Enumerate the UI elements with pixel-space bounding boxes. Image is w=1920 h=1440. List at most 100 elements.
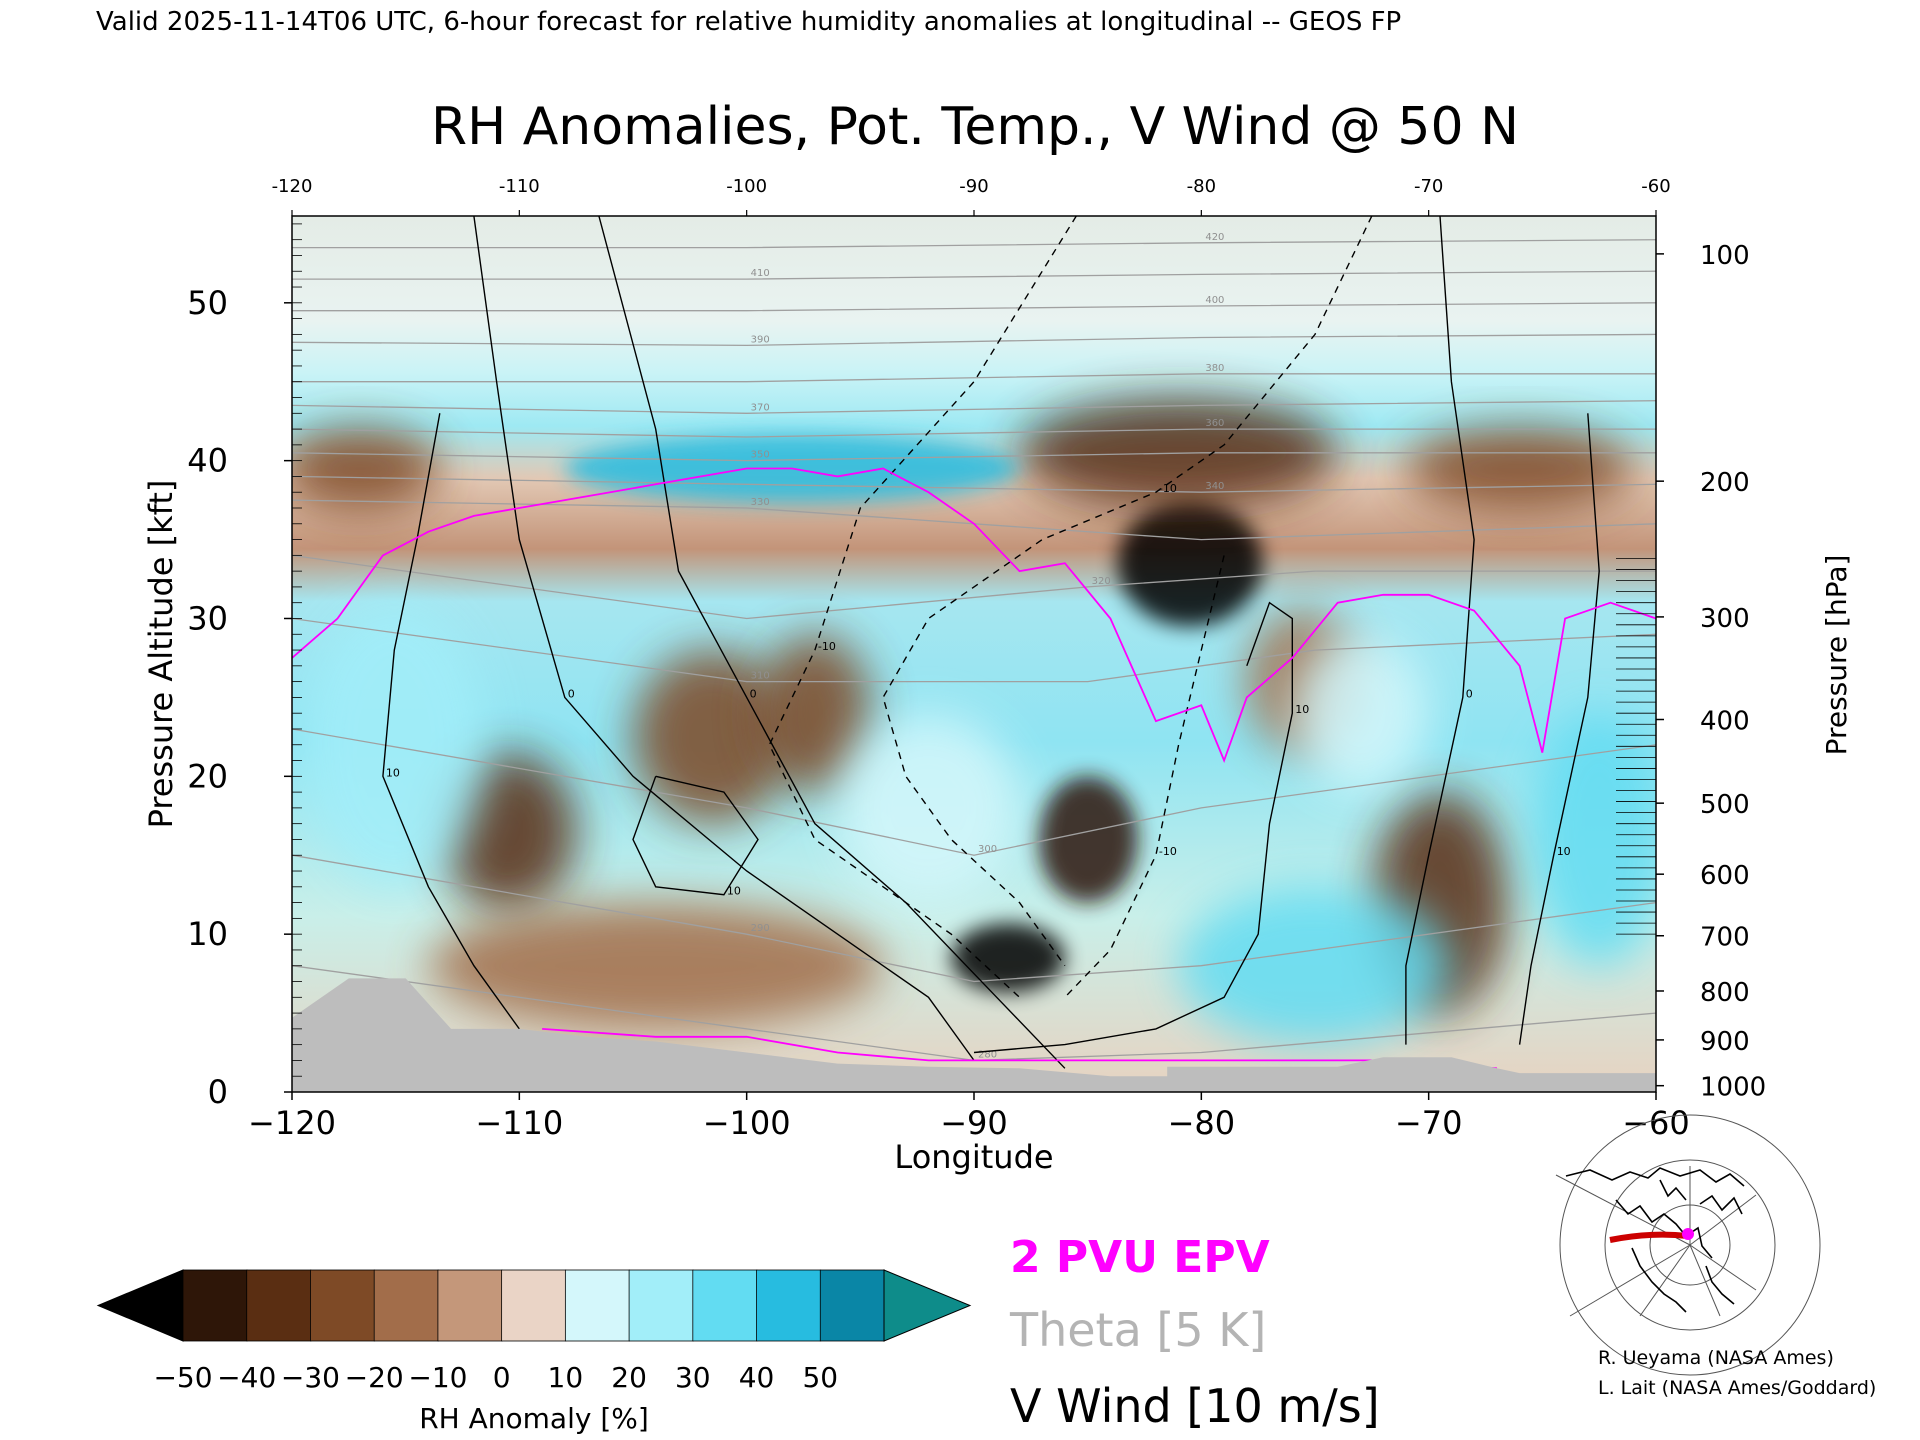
top-tick-label: -120 <box>272 176 313 197</box>
terrain-fill <box>292 978 1656 1092</box>
theta-contour-310 <box>292 617 1656 683</box>
top-tick-label: -80 <box>1187 176 1216 197</box>
theta-contour-340 <box>292 475 1656 493</box>
vwind-contour-label: 0 <box>568 687 575 700</box>
theta-contour-label: 330 <box>751 497 770 508</box>
theta-contour-390 <box>292 333 1656 347</box>
rh-anomaly-blob-13 <box>303 602 486 887</box>
valid-time-line: Valid 2025-11-14T06 UTC, 6-hour forecast… <box>96 7 1401 37</box>
theta-contour-410 <box>292 270 1656 280</box>
pressure-tick-label: 200 <box>1700 468 1750 498</box>
pressure-tick-label: 600 <box>1700 861 1750 891</box>
colorbar-tick-label: 50 <box>802 1361 838 1394</box>
theta-contour-label: 300 <box>978 844 997 855</box>
y-tick-label: 10 <box>187 915 228 953</box>
vwind-contour-2 <box>382 413 520 1030</box>
theta-contour-label: 420 <box>1205 232 1224 243</box>
theta-contour-320 <box>292 554 1656 620</box>
rh-anomaly-blob-0 <box>1117 500 1263 627</box>
legend-vwind: V Wind [10 m/s] <box>1010 1379 1380 1433</box>
y2-axis-label: Pressure [hPa] <box>1820 555 1853 756</box>
rh-anomaly-blob-3 <box>292 427 440 510</box>
pressure-tick-label: 900 <box>1700 1027 1750 1057</box>
pressure-tick-label: 100 <box>1700 241 1750 271</box>
top-tick-label: -90 <box>959 176 988 197</box>
vwind-contour-6 <box>973 601 1293 1054</box>
vwind-contour-9 <box>1064 555 1225 998</box>
vwind-contour-8 <box>882 216 1373 967</box>
y-tick-label: 50 <box>187 284 228 322</box>
theta-contours: 420 410 400 390 380 370 360 350 340 330 320 310 300 2… <box>292 232 1656 1062</box>
vwind-contours: 0 0 10 10 0 10 10 -10 -10 -10 <box>382 216 1600 1069</box>
vwind-contour-7 <box>768 216 1077 998</box>
inset-coastlines <box>1565 1167 1745 1313</box>
theta-contour-label: 360 <box>1205 418 1224 429</box>
rh-anomaly-blob-17 <box>1292 634 1429 793</box>
x-tick-label: −60 <box>1622 1104 1690 1142</box>
theta-contour-label: 400 <box>1205 295 1224 306</box>
inset-location-marker <box>1682 1228 1694 1240</box>
rh-anomaly-blob-15 <box>1530 713 1656 966</box>
theta-contour-label: 350 <box>751 450 770 461</box>
colorbar-tick-label: 0 <box>493 1361 511 1394</box>
rh-anomaly-blob-7 <box>428 902 884 1029</box>
theta-contour-label: 320 <box>1092 576 1111 587</box>
x-tick-label: −100 <box>703 1104 791 1142</box>
theta-contour-300 <box>292 728 1656 856</box>
theta-contour-label: 290 <box>751 923 770 934</box>
colorbar-over-arrow <box>883 1269 972 1342</box>
x-tick-label: −110 <box>475 1104 563 1142</box>
vwind-contour-label: 10 <box>1295 703 1309 716</box>
colorbar: −50 −40 −30 −20 −10 0 10 20 30 40 50 <box>96 1269 972 1394</box>
epv-2pvu-line <box>292 467 1656 763</box>
inset-transect-line <box>1609 1231 1689 1243</box>
rh-anomaly-blob-14 <box>1178 886 1452 1045</box>
theta-contour-label: 380 <box>1205 363 1224 374</box>
terrain <box>292 978 1656 1092</box>
chart-title: RH Anomalies, Pot. Temp., V Wind @ 50 N <box>431 97 1519 157</box>
colorbar-under-arrow <box>96 1269 184 1342</box>
colorbar-tick-label: 20 <box>611 1361 647 1394</box>
epv-contours <box>292 467 1656 1070</box>
theta-contour-label: 280 <box>978 1049 997 1060</box>
inset-map <box>1555 1114 1821 1376</box>
theta-contour-350 <box>292 452 1656 462</box>
inset-graticule <box>1555 1114 1821 1376</box>
vwind-contour-5 <box>1518 413 1600 1045</box>
theta-contour-290 <box>292 854 1656 983</box>
theta-contour-360 <box>292 428 1656 438</box>
colorbar-cell <box>310 1269 376 1342</box>
x-axis-label: Longitude <box>894 1138 1053 1176</box>
colorbar-tick-label: −40 <box>217 1361 276 1394</box>
vwind-contour-3 <box>632 775 759 896</box>
pressure-tick-label: 800 <box>1700 978 1750 1008</box>
y-axis-label: Pressure Altitude [kft] <box>142 480 180 829</box>
plot-area: 420 410 400 390 380 370 360 350 340 330 320 310 300 2… <box>292 216 1656 1092</box>
pressure-tick-label: 500 <box>1700 790 1750 820</box>
epv-lower-line <box>542 1028 1497 1070</box>
vwind-contour-1 <box>598 216 1066 1069</box>
top-tick-label: -110 <box>499 176 540 197</box>
colorbar-cell <box>246 1269 312 1342</box>
y-tick-label: 40 <box>187 442 228 480</box>
vwind-contour-0 <box>473 216 975 1061</box>
rh-anomaly-blob-2 <box>1405 427 1634 510</box>
colorbar-tick-label: 40 <box>739 1361 775 1394</box>
colorbar-cell <box>756 1269 822 1342</box>
theta-contour-label: 410 <box>751 268 770 279</box>
vwind-contour-label: 10 <box>1557 845 1571 858</box>
legend-epv: 2 PVU EPV <box>1010 1232 1270 1283</box>
colorbar-cell <box>819 1269 885 1342</box>
y-tick-label: 0 <box>208 1073 228 1111</box>
theta-contour-label: 310 <box>751 671 770 682</box>
colorbar-tick-label: −50 <box>153 1361 212 1394</box>
theta-contour-label: 390 <box>751 334 770 345</box>
colorbar-tick-label: 30 <box>675 1361 711 1394</box>
theta-contour-370 <box>292 400 1656 414</box>
theta-contour-380 <box>292 373 1656 383</box>
pressure-tick-label: 300 <box>1700 604 1750 634</box>
legend-theta: Theta [5 K] <box>1009 1303 1266 1357</box>
vwind-contour-label: -10 <box>1159 482 1177 495</box>
credit-line-2: L. Lait (NASA Ames/Goddard) <box>1598 1377 1876 1399</box>
